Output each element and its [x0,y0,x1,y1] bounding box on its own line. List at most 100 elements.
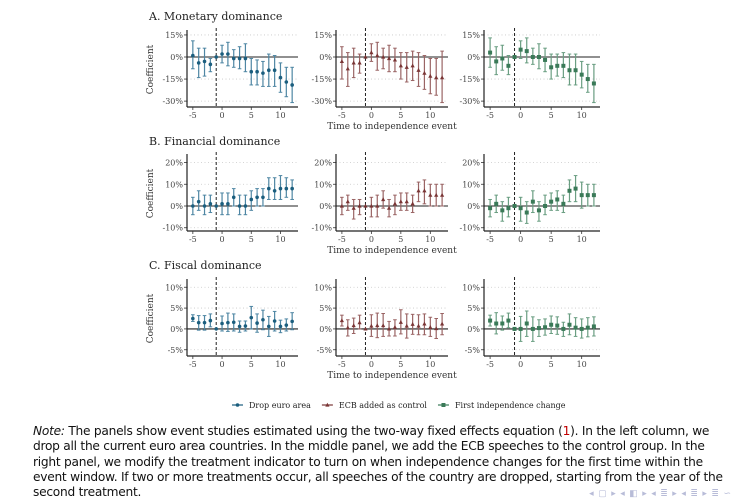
data-point [422,321,427,326]
data-point [416,323,421,328]
y-tick-label: -15% [163,75,184,84]
y-tick-label: -10% [460,224,481,233]
data-point [351,60,356,65]
x-tick-label: 10 [577,111,587,120]
data-point [231,195,236,200]
data-point [518,326,523,331]
y-tick-label: 5% [170,304,183,313]
x-tick-label: 10 [275,360,285,369]
data-point [249,315,254,320]
data-point [434,75,439,80]
y-tick-label: 0% [319,202,332,211]
y-tick-label: 10% [314,283,332,292]
data-point [416,67,421,72]
data-point [369,323,374,328]
data-point [290,186,294,191]
data-point [369,50,374,55]
data-point [357,203,362,208]
x-tick-label: 5 [549,360,554,369]
data-point [357,320,362,325]
data-point [339,318,344,323]
x-tick-label: 0 [518,235,523,244]
data-point [512,326,517,331]
legend-marker-square-icon [441,403,446,407]
data-point [585,325,590,330]
data-point [422,188,427,193]
data-point [392,57,398,62]
data-point [214,327,219,331]
data-point [363,203,368,208]
data-point [398,63,403,68]
y-axis-label: Coefficient [146,44,156,94]
y-tick-label: 0% [319,325,332,334]
data-point [567,188,572,193]
x-tick-label: 5 [398,111,403,120]
x-tick-label: 0 [369,235,374,244]
data-point [488,318,493,323]
y-tick-label: 20% [462,159,480,168]
legend-item: Drop euro area [232,401,311,410]
data-point [278,324,283,329]
x-tick-label: 5 [398,235,403,244]
data-point [488,50,493,55]
data-point [249,69,254,74]
data-point [278,75,283,80]
x-tick-label: 10 [425,111,435,120]
panel-title: C. Fiscal dominance [149,259,262,272]
data-point [494,59,499,64]
y-tick-label: -5% [465,346,481,355]
data-point [266,186,271,191]
data-point [530,199,535,204]
y-tick-label: -15% [312,75,333,84]
panel-3-2: 10% 5% 0% -5% -5 0 5 10 Time to independence eve… [314,277,457,381]
data-point [261,195,265,200]
data-point [357,60,362,65]
x-tick-label: 0 [220,235,225,244]
data-point [345,325,350,330]
data-point [243,324,248,328]
x-tick-label: 10 [275,111,285,120]
y-tick-label: 10% [462,283,480,292]
data-point [524,321,529,326]
legend: Drop euro area ECB added as control First … [232,401,566,410]
data-point [494,321,499,326]
data-point [573,325,578,330]
data-point [237,324,242,329]
data-point [339,59,344,64]
data-point [506,206,511,211]
data-point [500,208,505,213]
data-point [243,204,248,208]
y-tick-label: 10% [462,180,480,189]
data-point [351,205,356,210]
data-point [202,320,207,325]
data-point [428,324,433,329]
data-point [500,56,505,61]
equation-reference-link[interactable]: 1 [562,424,571,438]
data-point [266,324,271,329]
data-point [561,63,566,68]
data-point [345,66,350,71]
legend-item: First independence change [437,401,566,410]
y-tick-label: 10% [314,180,332,189]
y-tick-label: 0% [170,53,183,62]
event-study-figure: A. Monetary dominance Coefficient 15% 0% -15… [146,10,600,410]
data-point [585,193,590,198]
x-tick-label: -5 [338,360,346,369]
data-point [386,205,392,210]
data-point [422,70,427,75]
y-tick-label: -10% [312,224,333,233]
data-point [255,195,259,200]
data-point [591,81,596,86]
panel-2-3: 20% 10% 0% -10% -5 0 5 10 [460,152,600,244]
y-tick-label: -30% [163,97,184,106]
data-point [231,56,236,61]
data-point [543,325,548,330]
data-point [290,83,294,87]
x-tick-label: -5 [189,111,197,120]
beamer-navigation-symbols[interactable]: ◂ ▢ ▸ ◂ ◧ ▸ ◂ ≣ ▸ ◂ ≣ ▸ ≣ ∽ [589,488,732,498]
x-axis-label: Time to independence event [327,246,457,256]
x-tick-label: -5 [486,235,494,244]
data-point [440,321,445,326]
x-tick-label: -5 [486,360,494,369]
data-point [579,193,584,198]
